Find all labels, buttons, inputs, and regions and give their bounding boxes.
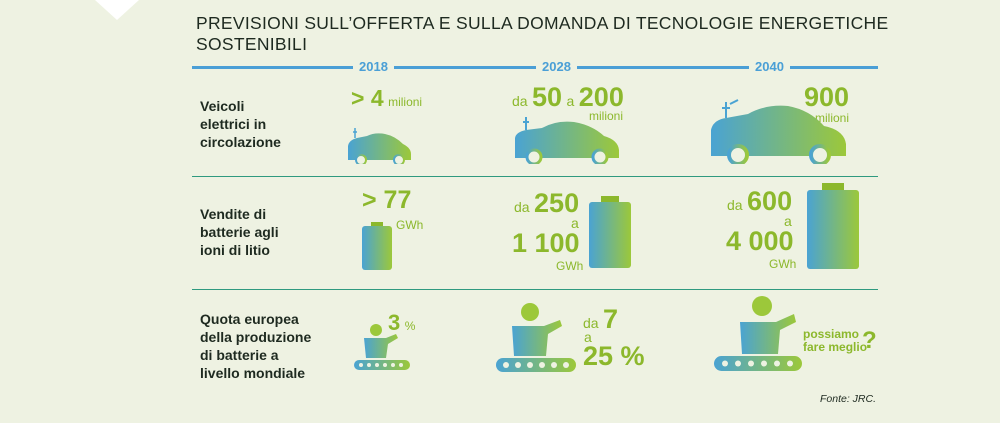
batteries-2040-from: 600 bbox=[747, 186, 793, 216]
share-2018-number: 3 bbox=[388, 310, 401, 335]
row-separator-1 bbox=[192, 176, 878, 177]
row-label-line: di batterie a bbox=[200, 347, 279, 363]
row-label-line: Veicoli bbox=[200, 98, 245, 114]
batteries-2040-a: a bbox=[784, 213, 792, 229]
row-label-vehicles: Veicoli elettrici in circolazione bbox=[200, 97, 281, 151]
batteries-2040-da: da bbox=[727, 197, 743, 213]
row-label-line: Vendite di bbox=[200, 206, 267, 222]
batteries-2018-unit: GWh bbox=[396, 218, 424, 232]
car-large-icon bbox=[711, 99, 846, 164]
vehicles-2028-da: da bbox=[512, 93, 528, 109]
batteries-2028-from: 250 bbox=[534, 188, 580, 218]
batteries-2028-a: a bbox=[571, 215, 579, 231]
share-2028-from: 7 bbox=[603, 304, 619, 334]
row-label-line: elettrici in bbox=[200, 116, 267, 132]
battery-medium-icon bbox=[589, 196, 631, 268]
worker-small-icon bbox=[354, 324, 410, 370]
share-2028-a: a bbox=[584, 329, 592, 345]
share-2018-value: 3 % bbox=[388, 310, 415, 336]
vehicles-2040-unit: milioni bbox=[815, 111, 850, 125]
year-2028-label: 2028 bbox=[536, 59, 577, 74]
batteries-2040-from-line: da 600 bbox=[727, 186, 792, 217]
row-label-line: Quota europea bbox=[200, 311, 299, 327]
vehicles-2028-from: 50 bbox=[532, 82, 563, 112]
year-2040-label: 2040 bbox=[749, 59, 790, 74]
share-2040-text-line2: fare meglio bbox=[803, 340, 868, 354]
share-2040-text: possiamo fare meglio bbox=[803, 328, 867, 354]
vehicles-2028-to: 200 bbox=[578, 82, 624, 112]
batteries-2028-unit: GWh bbox=[556, 259, 584, 273]
row-label-share: Quota europea della produzione di batter… bbox=[200, 310, 311, 382]
share-2028-to: 25 % bbox=[583, 341, 645, 371]
share-2028-from-line: da 7 bbox=[583, 304, 618, 335]
row-separator-2 bbox=[192, 289, 878, 290]
row-label-line: batterie agli bbox=[200, 224, 279, 240]
row-label-batteries: Vendite di batterie agli ioni di litio bbox=[200, 205, 279, 259]
row-label-line: della produzione bbox=[200, 329, 312, 345]
batteries-2040-unit: GWh bbox=[769, 257, 797, 271]
share-2040-text-line1: possiamo bbox=[803, 327, 860, 341]
vehicles-2040-number: 900 bbox=[804, 82, 850, 112]
corner-notch-decoration bbox=[95, 0, 139, 20]
batteries-2018-number: > 77 bbox=[362, 186, 412, 214]
vehicles-2028-a: a bbox=[566, 93, 575, 109]
year-header-line bbox=[192, 66, 878, 69]
worker-medium-icon bbox=[496, 303, 576, 372]
year-2018-label: 2018 bbox=[353, 59, 394, 74]
share-2018-unit: % bbox=[404, 319, 416, 333]
source-note: Fonte: JRC. bbox=[820, 393, 877, 405]
battery-small-icon bbox=[362, 222, 392, 270]
row-label-line: circolazione bbox=[200, 134, 281, 150]
share-2040-question: ? bbox=[862, 327, 877, 354]
car-small-icon bbox=[348, 128, 411, 164]
row-label-line: livello mondiale bbox=[200, 365, 306, 381]
infographic-title: PREVISIONI SULL’OFFERTA E SULLA DOMANDA … bbox=[196, 13, 889, 54]
vehicles-2028-value: da 50 a 200 bbox=[512, 82, 624, 113]
batteries-2028-from-line: da 250 bbox=[514, 188, 579, 219]
share-2028-da: da bbox=[583, 315, 599, 331]
batteries-2028-to: 1 100 bbox=[512, 228, 580, 258]
battery-large-icon bbox=[807, 183, 859, 269]
row-label-line: ioni di litio bbox=[200, 242, 270, 258]
vehicles-2018-unit: milioni bbox=[388, 95, 423, 109]
car-medium-icon bbox=[515, 117, 619, 164]
worker-large-icon bbox=[714, 296, 802, 371]
vehicles-2028-unit: milioni bbox=[589, 109, 624, 123]
vehicles-2018-value: > 4 milioni bbox=[351, 85, 422, 112]
batteries-2040-to: 4 000 bbox=[726, 226, 794, 256]
vehicles-2018-number: > 4 bbox=[351, 85, 384, 111]
batteries-2028-da: da bbox=[514, 199, 530, 215]
